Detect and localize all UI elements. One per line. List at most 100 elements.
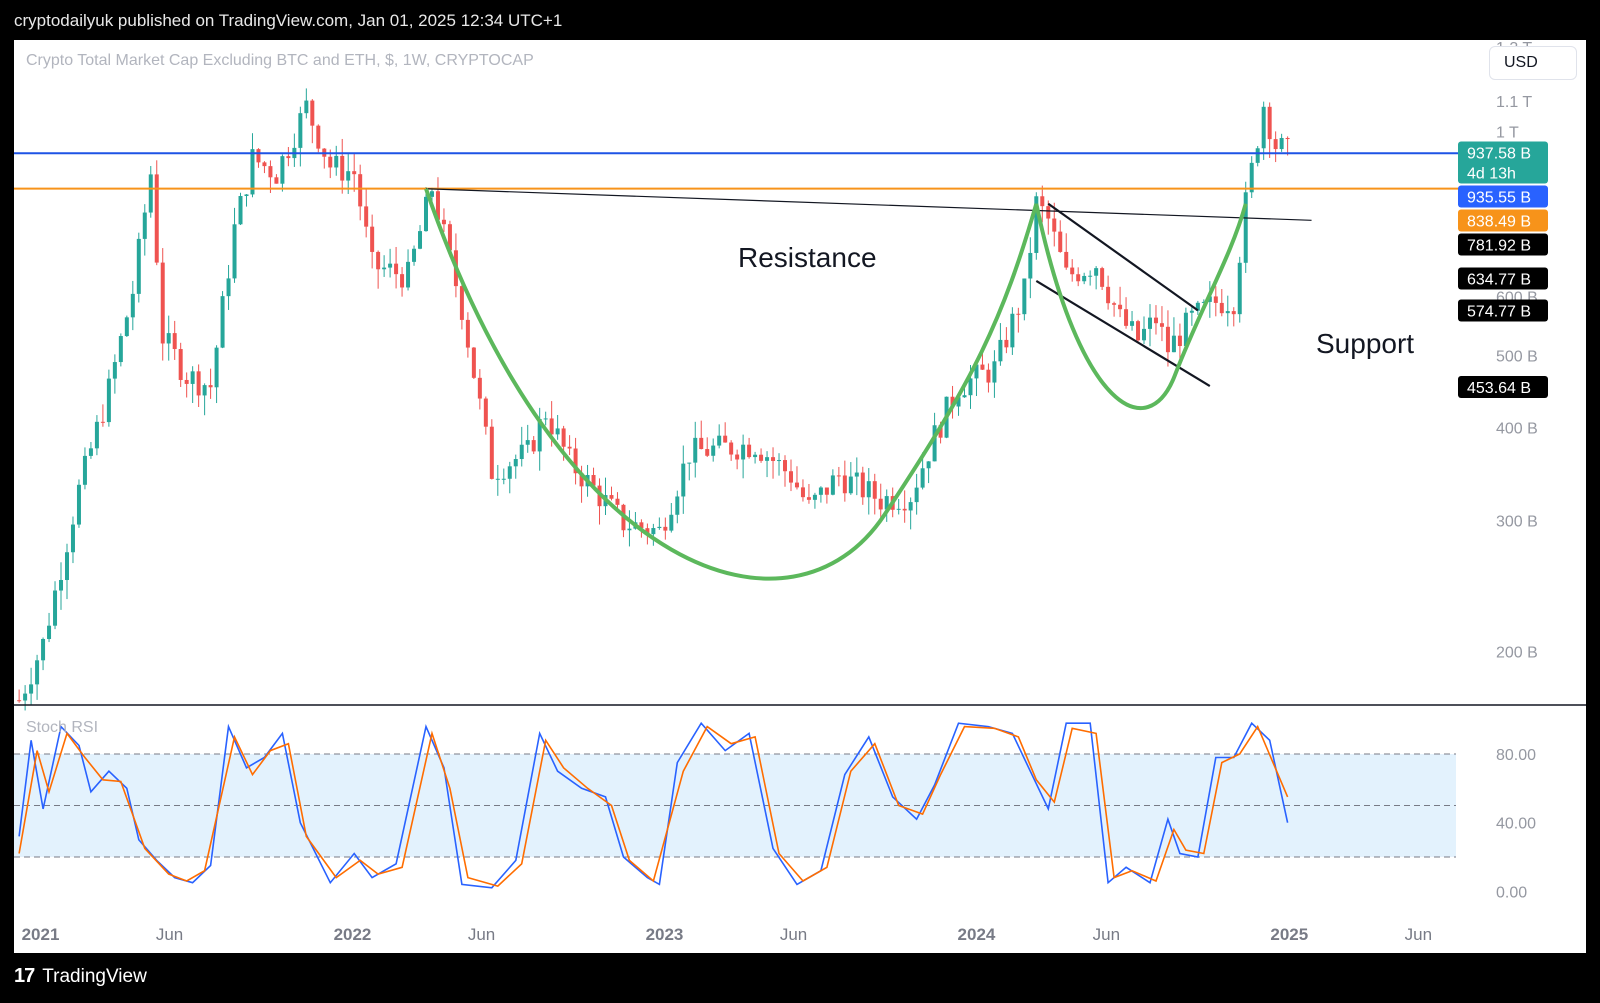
candle (1130, 321, 1135, 326)
candle (741, 444, 746, 460)
candle (878, 498, 883, 510)
candle (531, 440, 536, 452)
candle (513, 459, 518, 467)
stoch-rsi-pane: Stoch RSI (14, 719, 1456, 889)
candle (693, 437, 698, 463)
neckline-trendline[interactable] (425, 188, 1312, 221)
price-label (1458, 267, 1548, 290)
right-border (1586, 40, 1600, 953)
candle (1255, 148, 1260, 163)
candle (771, 457, 776, 461)
candle (1273, 139, 1278, 150)
candle (41, 638, 46, 661)
candle (424, 196, 428, 232)
candle (1106, 286, 1111, 304)
candle (872, 481, 877, 499)
candle (53, 590, 58, 626)
candle (543, 418, 548, 420)
candle (519, 444, 524, 460)
candle (142, 212, 147, 239)
candle (441, 219, 446, 225)
candle (1046, 206, 1051, 219)
candle (896, 508, 901, 510)
candle (848, 476, 853, 494)
candle (112, 362, 117, 379)
price-label-text: 781.92 B (1467, 237, 1531, 254)
candle (1070, 267, 1075, 275)
candle (1064, 251, 1069, 268)
candle (669, 514, 674, 531)
candle (1082, 275, 1087, 282)
candle (723, 435, 728, 443)
price-label (1458, 233, 1548, 256)
candle (106, 378, 111, 423)
candle (579, 473, 584, 487)
candle (687, 462, 692, 464)
candle (824, 487, 829, 495)
x-tick-label: Jun (780, 925, 807, 944)
price-label (1458, 209, 1548, 232)
candle (35, 660, 40, 685)
candle (609, 495, 614, 499)
candle (812, 494, 817, 500)
price-label-text: 935.55 B (1467, 189, 1531, 206)
candle (244, 194, 249, 197)
candle (208, 385, 213, 388)
candle (980, 364, 985, 370)
candle (555, 428, 560, 435)
candle (842, 475, 847, 494)
candle (364, 206, 369, 227)
currency-button[interactable]: USD (1489, 46, 1577, 80)
candle (226, 278, 231, 297)
y-tick-label: 1.1 T (1496, 94, 1532, 111)
flag-lower-line[interactable] (1035, 279, 1211, 387)
candle (471, 347, 476, 378)
candle (334, 155, 339, 168)
candle (465, 319, 470, 348)
candle (1183, 312, 1188, 347)
candle (328, 156, 333, 168)
candle (1004, 339, 1009, 348)
candle (950, 396, 955, 407)
candle (429, 191, 434, 197)
candle (184, 379, 189, 384)
candle (1010, 313, 1015, 348)
y-tick-label: 500 B (1496, 349, 1538, 366)
candle (29, 684, 34, 694)
tradingview-brand[interactable]: 17 TradingView (14, 965, 147, 988)
candle (1219, 302, 1224, 314)
cup-curve[interactable] (424, 188, 1039, 581)
candle (459, 286, 464, 320)
drawings: Resistance Support (14, 152, 1490, 581)
stoch-d-line (18, 724, 1289, 887)
candle (23, 693, 28, 701)
candle (100, 421, 105, 423)
rsi-tick-label: 40.00 (1496, 816, 1536, 833)
x-tick-label: Jun (468, 925, 495, 944)
candle (220, 296, 225, 348)
candle (1159, 323, 1164, 327)
candle (214, 347, 219, 388)
candle (615, 498, 620, 505)
candle (274, 177, 279, 184)
candle (974, 364, 979, 379)
candle (340, 155, 345, 181)
candle (1171, 335, 1176, 353)
candle (1189, 310, 1194, 313)
handle-curve[interactable] (1034, 203, 1248, 411)
candle (1285, 137, 1290, 140)
candle (956, 397, 961, 407)
candle (232, 224, 237, 279)
candle (567, 446, 572, 449)
symbol-title: Crypto Total Market Cap Excluding BTC an… (26, 52, 534, 69)
candle (639, 522, 644, 529)
brand-label: TradingView (42, 965, 147, 987)
candle (1231, 311, 1236, 315)
y-tick-label: 200 B (1496, 645, 1538, 662)
candle (735, 454, 740, 460)
candle (64, 552, 69, 580)
flag-upper-line[interactable] (1047, 202, 1199, 312)
candle (1034, 196, 1039, 253)
countdown-label: 4d 13h (1467, 165, 1516, 182)
